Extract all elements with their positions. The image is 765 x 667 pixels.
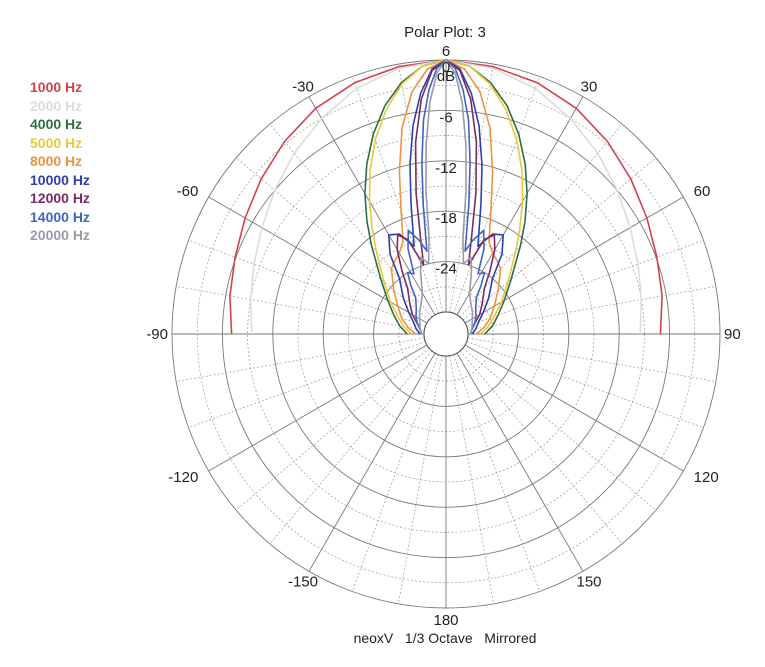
radial-tick-label: -24 xyxy=(435,261,457,278)
grid-spoke xyxy=(453,354,541,592)
legend-entry: 1000 Hz xyxy=(30,79,83,95)
grid-spoke xyxy=(308,352,436,572)
grid-spoke xyxy=(459,350,623,545)
grid-spoke xyxy=(208,196,428,324)
grid-spoke xyxy=(449,355,494,604)
angle-tick-label: -30 xyxy=(292,78,314,95)
grid-spoke xyxy=(208,344,428,472)
legend-entry: 12000 Hz xyxy=(30,190,90,206)
grid-spoke xyxy=(466,341,704,429)
grid-spoke xyxy=(269,123,433,318)
grid-spoke xyxy=(308,96,436,316)
radial-tick-label: -6 xyxy=(439,109,452,126)
grid-spoke xyxy=(269,350,433,545)
radial-labels: dB 0 -6 -12 -18 -24 xyxy=(435,59,457,278)
angle-tick-label: 150 xyxy=(576,574,601,591)
legend-entry: 5000 Hz xyxy=(30,134,83,151)
legend-entry: 2000 Hz xyxy=(30,97,83,114)
center-hole xyxy=(423,311,469,357)
angle-tick-label: -90 xyxy=(146,326,168,343)
grid-spoke xyxy=(449,64,494,313)
polar-curves xyxy=(229,59,663,335)
radial-tick-label: -18 xyxy=(435,210,457,227)
grid-spoke xyxy=(188,341,426,429)
legend-entry: 10000 Hz xyxy=(30,171,90,188)
legend-entry: 14000 Hz xyxy=(30,208,90,225)
angle-tick-label: 180 xyxy=(433,612,458,629)
legend: 1000 Hz 2000 Hz 4000 Hz 5000 Hz 8000 Hz 10000… xyxy=(30,78,90,245)
angle-tick-label: -60 xyxy=(177,183,199,200)
radial-tick-label: 0 xyxy=(442,59,450,76)
grid-spoke xyxy=(398,64,443,313)
grid-spoke xyxy=(467,337,716,382)
grid-spoke xyxy=(462,347,657,511)
grid-spoke xyxy=(464,344,684,472)
series-curve xyxy=(418,59,474,335)
grid-spoke xyxy=(459,123,623,318)
grid-spoke xyxy=(188,239,426,327)
legend-entry: 20000 Hz xyxy=(30,227,90,243)
grid-spoke xyxy=(235,347,430,511)
grid-spoke xyxy=(462,157,657,321)
angle-tick-label: -150 xyxy=(288,574,318,591)
grid-spoke xyxy=(453,76,541,314)
grid-spoke xyxy=(456,352,584,572)
angle-tick-label: 6 xyxy=(442,43,450,60)
grid-spoke xyxy=(351,76,439,314)
grid-spoke xyxy=(464,196,684,324)
grid-spoke xyxy=(466,239,704,327)
angle-tick-label: -120 xyxy=(168,469,198,486)
grid-spoke xyxy=(176,286,425,331)
grid-spoke xyxy=(467,286,716,331)
radial-tick-label: -12 xyxy=(435,160,457,177)
angle-tick-label: 30 xyxy=(581,78,598,95)
grid-spoke xyxy=(398,355,443,604)
grid-spoke xyxy=(351,354,439,592)
grid-spoke xyxy=(235,157,430,321)
angle-tick-label: 60 xyxy=(694,183,711,200)
angle-tick-label: 120 xyxy=(694,469,719,486)
chart-title: Polar Plot: 3 xyxy=(404,24,486,41)
grid-spoke xyxy=(176,337,425,382)
grid-spoke xyxy=(456,96,584,316)
legend-entry: 8000 Hz xyxy=(30,153,83,169)
angle-tick-label: 90 xyxy=(724,326,741,343)
chart-footer: neoxV 1/3 Octave Mirrored xyxy=(354,630,537,646)
legend-entry: 4000 Hz xyxy=(30,116,83,132)
radial-unit-label: dB xyxy=(437,68,455,85)
polar-grid xyxy=(171,59,721,609)
